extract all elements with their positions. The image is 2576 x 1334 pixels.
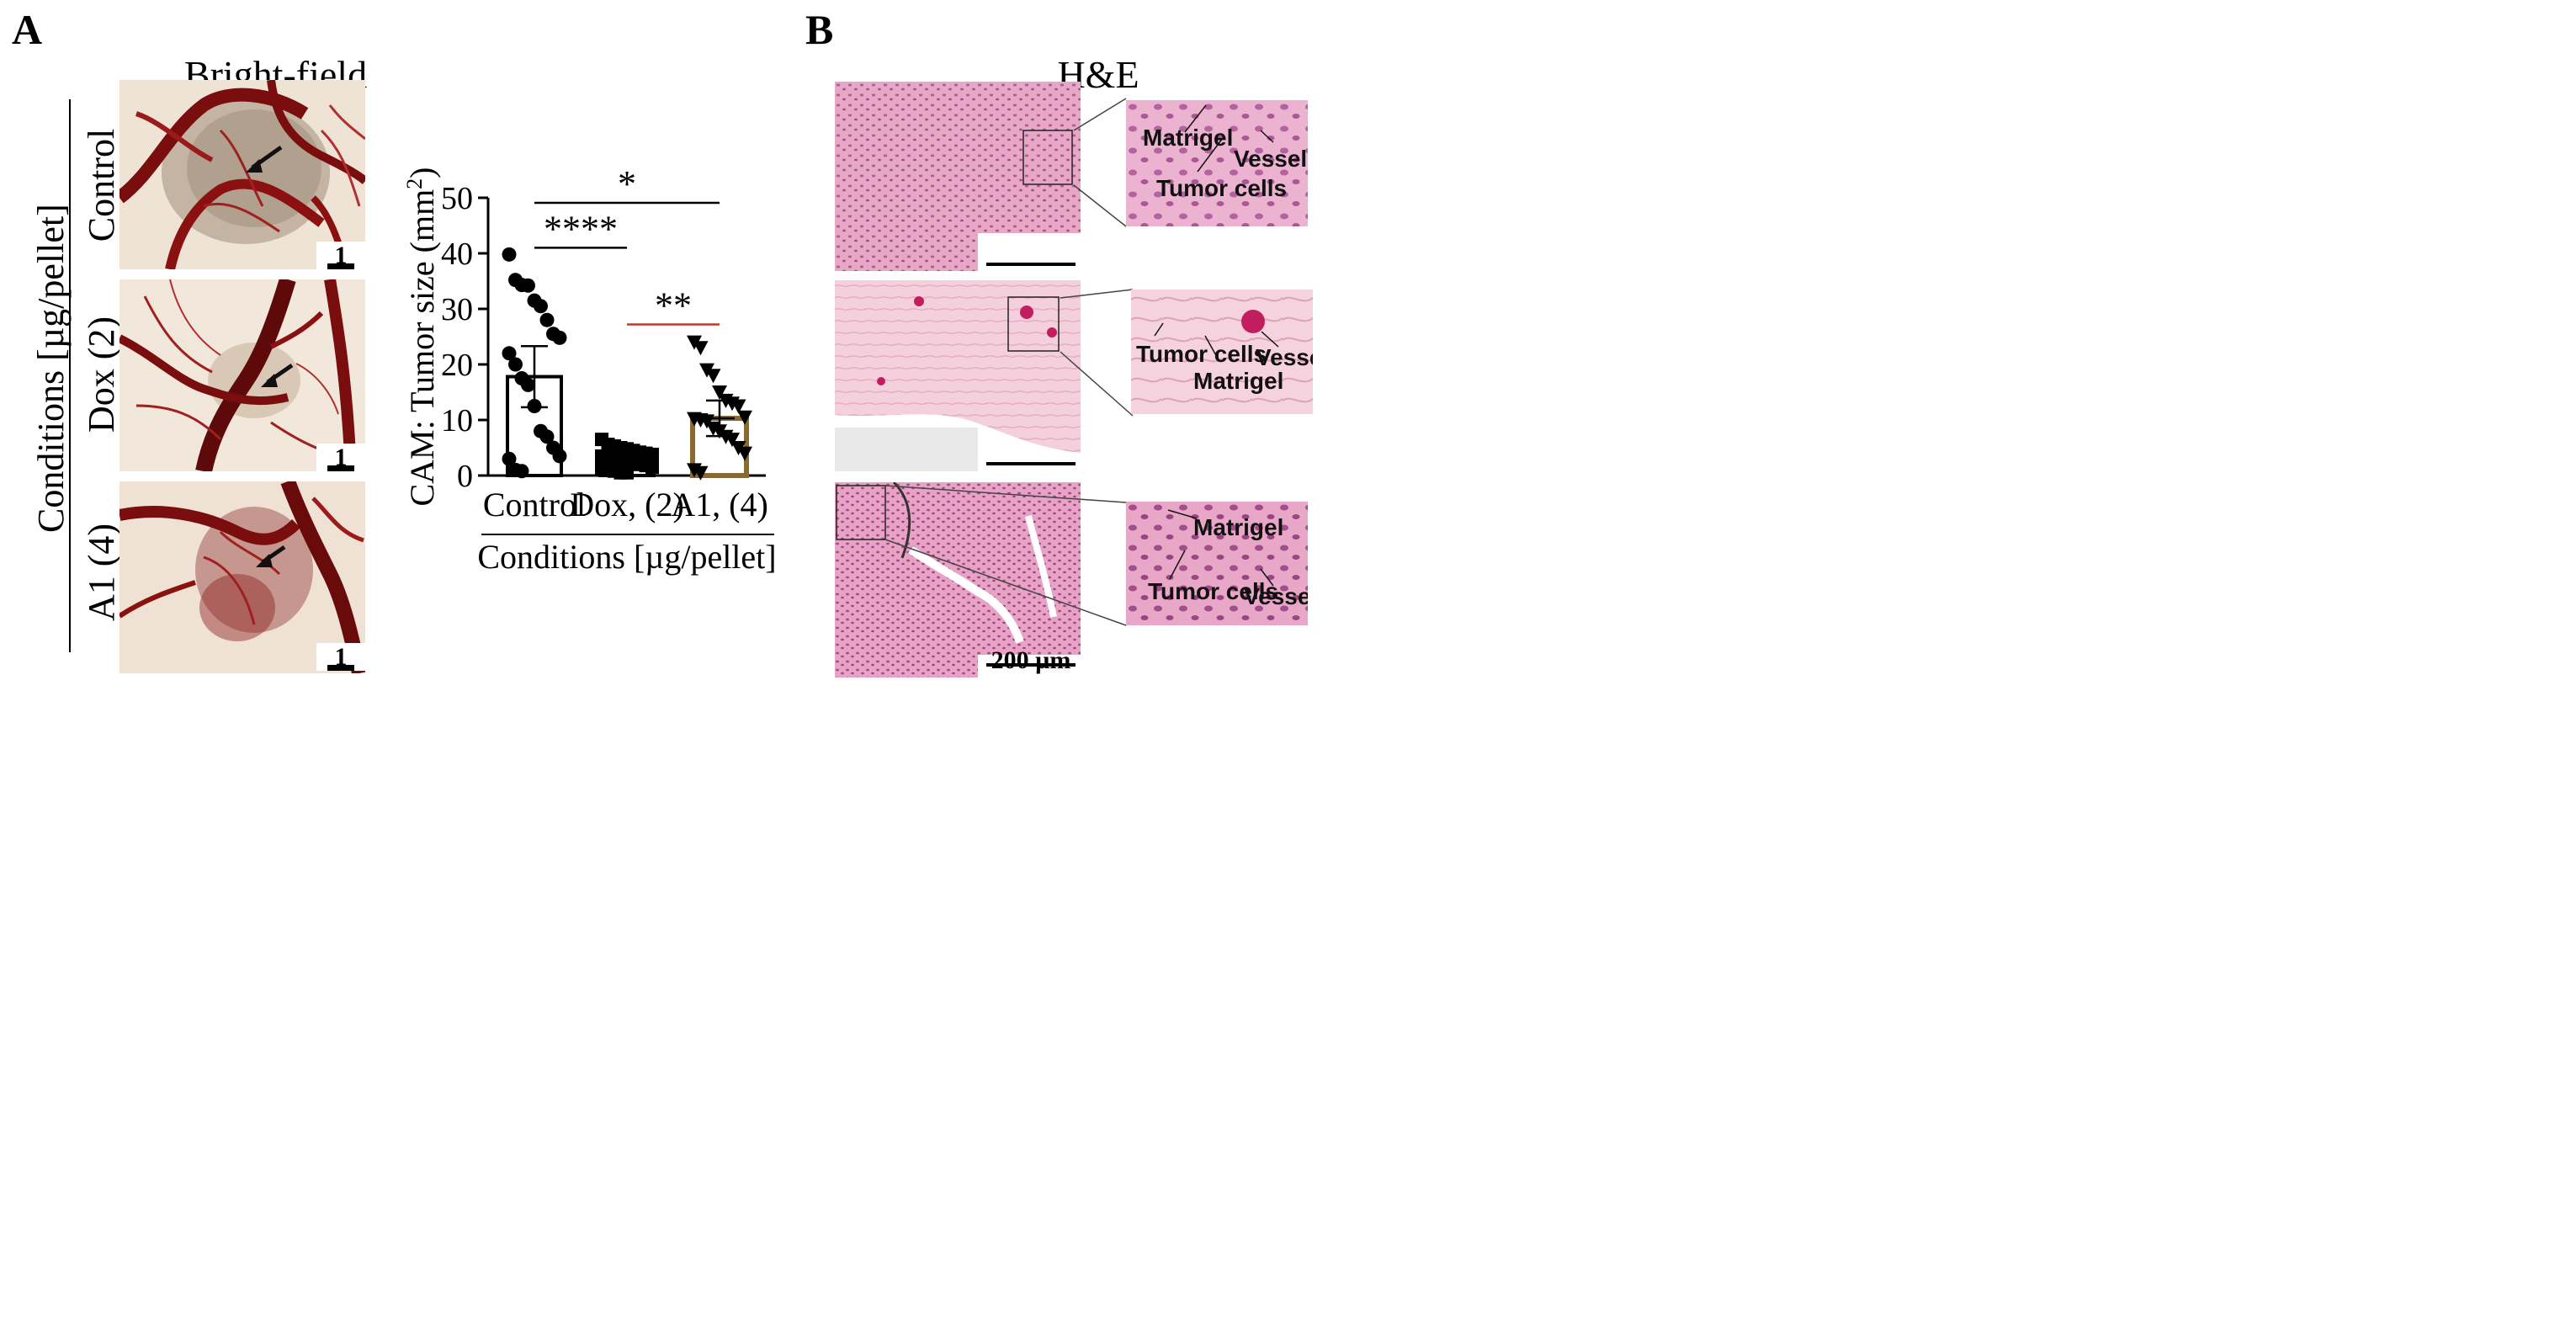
data-point — [645, 447, 659, 461]
significance-label: **** — [544, 208, 618, 249]
data-point — [712, 385, 727, 400]
scalebar-label: 1 mm — [334, 242, 348, 269]
data-point — [521, 278, 535, 293]
data-point — [705, 369, 721, 384]
he-label-vessels: Vessels — [1234, 146, 1308, 172]
conditions-group-label: Conditions [µg/pellet] — [30, 204, 72, 533]
y-tick-label: 20 — [441, 348, 473, 383]
brightfield-image-dox: 1 mm — [120, 279, 365, 471]
he-image-row-1 — [835, 82, 1081, 271]
data-point — [502, 247, 517, 262]
he-label-vessels: Vessels — [1256, 344, 1313, 370]
row-label-control: Control — [81, 128, 122, 242]
data-point — [552, 449, 567, 464]
data-point — [645, 460, 659, 475]
data-point — [620, 465, 634, 480]
data-point — [693, 465, 709, 481]
data-point — [737, 446, 752, 461]
he-label-tumor-cells: Tumor cells — [1156, 175, 1288, 201]
y-axis-label: CAM: Tumor size (mm2) — [402, 167, 442, 506]
data-point — [521, 377, 535, 392]
data-point — [534, 299, 548, 314]
data-point — [737, 410, 752, 425]
data-point — [539, 312, 555, 327]
data-point — [552, 330, 567, 345]
scalebar-line — [327, 263, 354, 269]
x-tick-label: Dox, (2) — [570, 486, 684, 524]
data-point — [502, 346, 517, 361]
group-bracket-line — [69, 99, 71, 652]
y-tick-label: 0 — [457, 459, 473, 494]
x-tick-label: Control — [483, 486, 586, 524]
he-label-matrigel: Matrigel — [1143, 125, 1234, 151]
significance-label: ** — [655, 284, 692, 326]
panel-b-letter: B — [805, 6, 834, 53]
scalebar-label: 1 mm — [334, 444, 348, 471]
he-label-vessels: Vessels — [1244, 583, 1308, 609]
scalebar-dox: 1 mm — [316, 444, 365, 471]
data-point — [527, 399, 542, 413]
scalebar-control: 1 mm — [316, 242, 365, 269]
he-zoom-row-2: Tumor cells Matrigel Vessels — [1131, 290, 1313, 414]
he-label-tumor-cells: Tumor cells — [1136, 341, 1267, 367]
data-point — [514, 464, 529, 479]
panel-a-letter: A — [12, 6, 43, 53]
data-point — [502, 451, 517, 466]
he-scalebar-3 — [986, 663, 1076, 667]
data-point — [508, 357, 523, 372]
he-scalebar-2 — [986, 462, 1076, 465]
zoom-lines-3 — [884, 485, 1127, 626]
row-label-dox: Dox (2) — [81, 316, 122, 433]
data-point — [699, 414, 714, 429]
data-point — [725, 433, 740, 448]
he-scalebar-1 — [986, 263, 1076, 266]
y-tick-label: 10 — [441, 403, 473, 438]
he-label-matrigel: Matrigel — [1193, 514, 1284, 540]
brightfield-image-control: 1 mm — [120, 80, 365, 269]
x-axis-label: Conditions [µg/pellet] — [477, 538, 776, 576]
data-point — [730, 399, 746, 414]
data-point — [539, 429, 555, 444]
he-label-matrigel: Matrigel — [1193, 368, 1284, 394]
y-tick-label: 40 — [441, 237, 473, 272]
he-image-row-2 — [835, 280, 1081, 471]
scalebar-a1: 1 mm — [316, 643, 365, 673]
zoom-lines-1 — [1073, 98, 1127, 227]
brightfield-image-a1: 1 mm — [120, 481, 365, 673]
data-point — [693, 341, 709, 356]
significance-label: * — [618, 163, 636, 205]
scalebar-line — [327, 665, 354, 671]
he-label-tumor-cells: Tumor cells — [1148, 578, 1279, 604]
zoom-lines-2 — [1060, 289, 1134, 417]
he-zoom-row-3: Matrigel Tumor cells Vessels — [1126, 502, 1308, 625]
y-tick-label: 30 — [441, 292, 473, 327]
row-label-a1: A1 (4) — [81, 523, 122, 622]
scalebar-line — [327, 465, 354, 471]
x-tick-label: A1, (4) — [671, 486, 768, 524]
he-scalebar-label: 200 µm — [991, 646, 1071, 674]
y-tick-label: 50 — [441, 181, 473, 216]
he-zoom-row-1: Matrigel Tumor cells Vessels — [1126, 100, 1308, 226]
scalebar-label: 1 mm — [320, 643, 362, 673]
he-image-row-3 — [835, 482, 1081, 678]
